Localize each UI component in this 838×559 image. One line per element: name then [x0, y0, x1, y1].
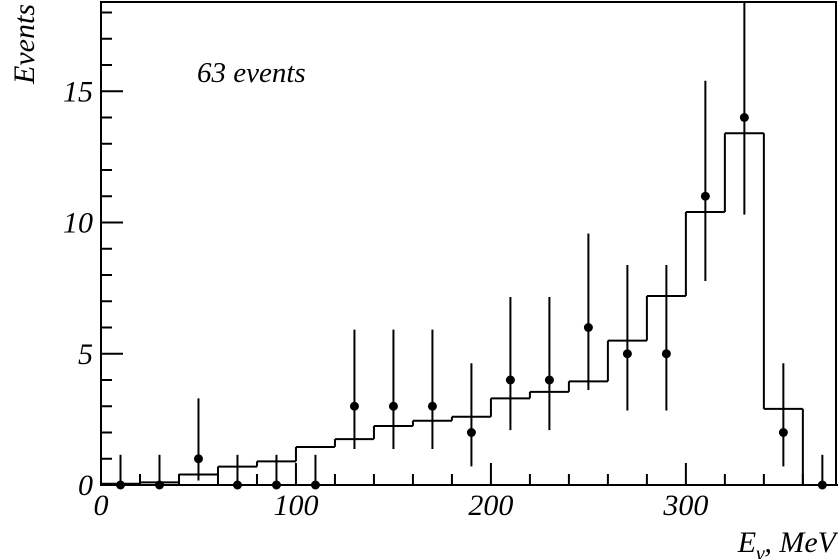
x-tick-label: 200	[468, 489, 513, 522]
data-point	[154, 480, 164, 490]
data-point	[661, 349, 671, 359]
data-point	[427, 401, 437, 411]
data-point	[544, 375, 554, 385]
data-point	[739, 113, 749, 122]
x-tick-label: 300	[662, 489, 708, 522]
plot-frame	[100, 1, 837, 486]
y-tick-label: 15	[63, 75, 93, 108]
x-tick-label: 100	[273, 489, 318, 522]
data-point	[310, 480, 320, 490]
x-tick-label: 0	[94, 489, 109, 522]
data-point	[271, 480, 281, 490]
y-tick-label: 5	[78, 338, 93, 371]
x-label-symbol: E	[737, 526, 756, 559]
x-label-subscript: γ	[756, 541, 765, 559]
data-point	[700, 191, 710, 201]
data-point	[778, 428, 788, 437]
data-point	[193, 454, 203, 464]
data-point	[622, 349, 632, 359]
data-point	[466, 428, 476, 437]
y-axis-label: Events	[8, 4, 41, 85]
annotation: 63 events	[197, 57, 306, 89]
data-point	[232, 480, 242, 490]
data-point	[349, 401, 359, 411]
y-tick-label: 0	[78, 469, 93, 502]
x-axis-label: Eγ, MeV	[737, 526, 838, 559]
data-point	[115, 480, 125, 490]
data-point	[817, 480, 827, 490]
y-tick-label: 10	[63, 207, 93, 240]
data-point	[505, 375, 515, 385]
data-point	[583, 323, 593, 332]
x-label-unit: , MeV	[764, 526, 838, 559]
data-point	[388, 401, 398, 411]
